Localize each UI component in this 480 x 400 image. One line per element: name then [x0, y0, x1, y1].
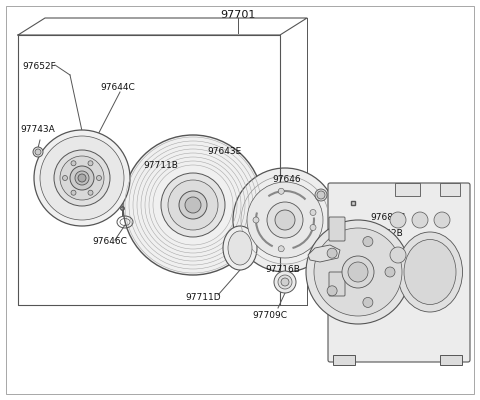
Circle shape: [71, 161, 76, 166]
Text: 97701: 97701: [220, 10, 256, 20]
Text: 97711D: 97711D: [185, 294, 221, 302]
Circle shape: [88, 190, 93, 195]
Circle shape: [233, 168, 337, 272]
Circle shape: [88, 161, 93, 166]
Circle shape: [385, 267, 395, 277]
Circle shape: [390, 247, 406, 263]
Circle shape: [168, 180, 218, 230]
Ellipse shape: [223, 226, 257, 270]
Circle shape: [123, 135, 263, 275]
Circle shape: [363, 298, 373, 308]
Circle shape: [310, 210, 316, 216]
Text: 97716B: 97716B: [265, 266, 300, 274]
Circle shape: [161, 173, 225, 237]
Circle shape: [267, 202, 303, 238]
Ellipse shape: [397, 232, 463, 312]
Circle shape: [96, 176, 101, 180]
Circle shape: [78, 174, 86, 182]
Bar: [440, 183, 460, 196]
FancyBboxPatch shape: [329, 272, 345, 296]
Ellipse shape: [404, 240, 456, 304]
Circle shape: [185, 197, 201, 213]
Circle shape: [327, 286, 337, 296]
Circle shape: [34, 130, 130, 226]
Circle shape: [33, 147, 43, 157]
Text: 97743A: 97743A: [20, 126, 55, 134]
Circle shape: [35, 149, 41, 155]
Circle shape: [275, 210, 295, 230]
Text: 97680C: 97680C: [370, 214, 405, 222]
Circle shape: [60, 156, 104, 200]
Circle shape: [253, 217, 259, 223]
Polygon shape: [333, 355, 355, 365]
Circle shape: [54, 150, 110, 206]
Circle shape: [247, 182, 323, 258]
Circle shape: [314, 228, 402, 316]
Circle shape: [306, 220, 410, 324]
Ellipse shape: [228, 231, 252, 265]
Circle shape: [278, 275, 292, 289]
Text: 97644C: 97644C: [100, 84, 135, 92]
Text: 97643E: 97643E: [207, 148, 241, 156]
Circle shape: [315, 189, 327, 201]
Text: 97646C: 97646C: [92, 238, 127, 246]
Polygon shape: [308, 245, 340, 262]
Circle shape: [179, 191, 207, 219]
Circle shape: [434, 247, 450, 263]
Circle shape: [274, 271, 296, 293]
FancyBboxPatch shape: [329, 217, 345, 241]
Text: 97652B: 97652B: [368, 228, 403, 238]
Circle shape: [310, 224, 316, 230]
Circle shape: [317, 191, 325, 199]
Circle shape: [70, 166, 94, 190]
FancyBboxPatch shape: [328, 183, 470, 362]
Circle shape: [390, 212, 406, 228]
Circle shape: [278, 188, 284, 194]
Circle shape: [327, 248, 337, 258]
Circle shape: [40, 136, 124, 220]
Circle shape: [62, 176, 68, 180]
Text: 97709C: 97709C: [252, 310, 287, 320]
Text: 97711B: 97711B: [143, 160, 178, 170]
Text: 97652F: 97652F: [22, 62, 56, 71]
Circle shape: [434, 212, 450, 228]
Circle shape: [278, 246, 284, 252]
Circle shape: [412, 212, 428, 228]
Circle shape: [71, 190, 76, 195]
Text: 97646: 97646: [272, 176, 300, 184]
Circle shape: [348, 262, 368, 282]
Circle shape: [412, 247, 428, 263]
Circle shape: [281, 278, 289, 286]
Circle shape: [363, 236, 373, 246]
Polygon shape: [440, 355, 462, 365]
Circle shape: [75, 171, 89, 185]
Bar: [395, 183, 420, 196]
Circle shape: [342, 256, 374, 288]
